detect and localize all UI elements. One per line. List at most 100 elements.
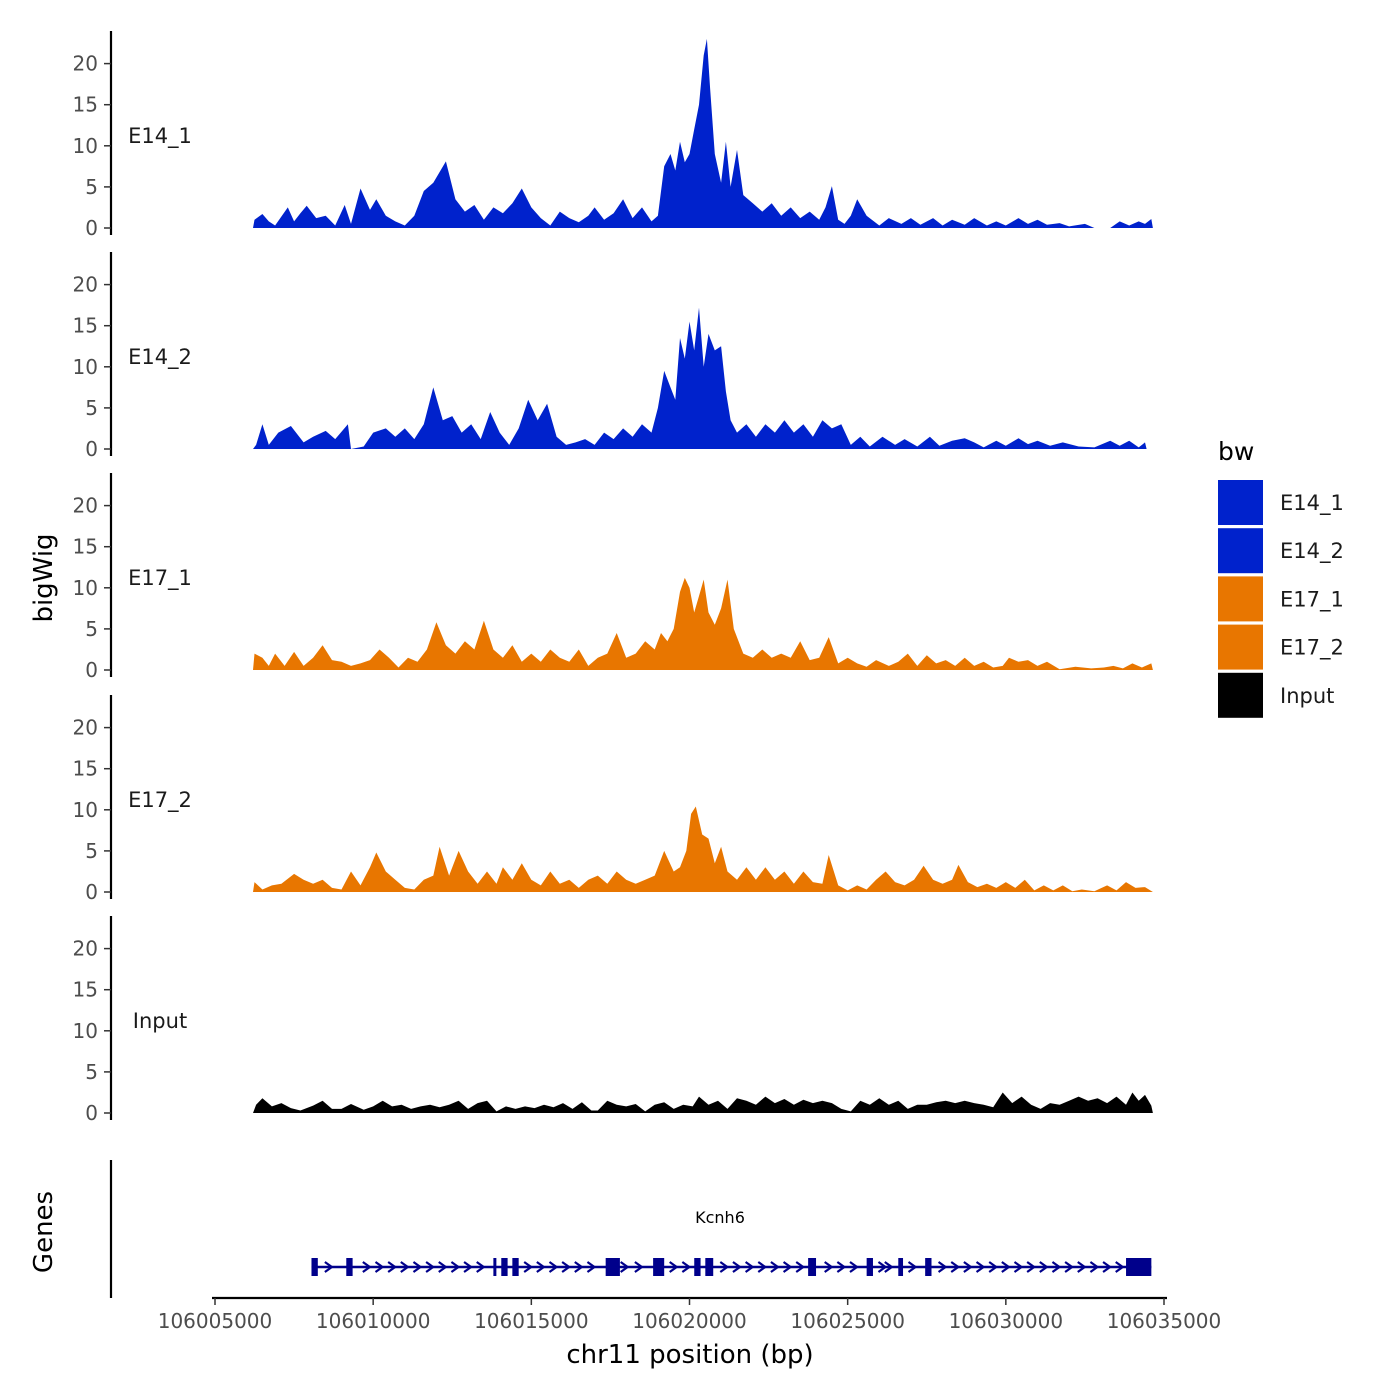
gene-strand-arrow	[536, 1261, 546, 1273]
gene-strand-arrow	[988, 1261, 999, 1273]
gene-exon	[705, 1258, 714, 1276]
legend-title: bw	[1218, 437, 1254, 466]
x-tick-label: 106020000	[632, 1309, 747, 1333]
gene-exon	[311, 1258, 318, 1276]
y-tick-label: 0	[85, 880, 98, 904]
y-tick-label: 5	[85, 617, 98, 641]
gene-strand-arrow	[362, 1261, 372, 1273]
y-tick-label: 20	[73, 937, 98, 961]
legend-label: E14_2	[1280, 539, 1344, 564]
gene-strand-arrow	[387, 1261, 398, 1273]
legend-label: Input	[1280, 684, 1334, 708]
gene-strand-arrow	[963, 1261, 973, 1273]
legend-swatch	[1218, 576, 1263, 622]
gene-exon	[866, 1258, 873, 1276]
y-tick-label: 5	[85, 839, 98, 863]
y-tick-label: 0	[85, 437, 98, 461]
track-label: E17_2	[128, 788, 192, 813]
gene-exon	[694, 1258, 701, 1276]
gene-exon	[1126, 1258, 1152, 1276]
x-axis-title: chr11 position (bp)	[566, 1340, 813, 1370]
legend: bw E14_1 E14_2 E17_1 E17_2 Input	[1218, 437, 1344, 718]
gene-exon	[808, 1258, 817, 1276]
gene-strand-arrow	[523, 1261, 534, 1273]
coverage-area	[253, 577, 1153, 670]
gene-strand-arrow	[732, 1261, 742, 1273]
y-tick-label: 0	[85, 216, 98, 240]
gene-strand-arrow	[400, 1261, 410, 1273]
gene-exon	[346, 1258, 353, 1276]
gene-strand-arrow	[324, 1261, 334, 1273]
gene-strand-arrow	[744, 1261, 755, 1273]
y-tick-label: 20	[73, 52, 98, 76]
x-tick-label: 106030000	[949, 1309, 1064, 1333]
gene-strand-arrow	[824, 1261, 834, 1273]
legend-label: E17_2	[1280, 636, 1344, 661]
gene-strand-arrow	[438, 1261, 448, 1273]
legend-swatch	[1218, 672, 1263, 718]
legend-swatch	[1218, 624, 1263, 670]
gene-exon	[512, 1258, 519, 1276]
gene-strand-arrow	[1064, 1261, 1074, 1273]
y-tick-label: 20	[73, 716, 98, 740]
track-panel-e14-2: 0 5 10 15 20 E14_2	[73, 252, 1147, 461]
gene-strand-arrow	[548, 1261, 559, 1273]
gene-exon	[898, 1258, 904, 1276]
gene-exon	[925, 1258, 932, 1276]
gene-strand-arrow	[1001, 1261, 1011, 1273]
gene-strand-arrow	[770, 1261, 780, 1273]
gene-strand-arrow	[620, 1261, 630, 1273]
legend-swatch	[1218, 528, 1263, 574]
gene-strand-arrow	[463, 1261, 473, 1273]
x-tick-label: 106035000	[1107, 1309, 1222, 1333]
gene-strand-arrow	[1026, 1261, 1037, 1273]
gene-strand-arrow	[476, 1261, 486, 1273]
y-tick-label: 10	[73, 1019, 98, 1043]
gene-exon	[605, 1258, 620, 1276]
track-label: E17_1	[128, 566, 192, 591]
gene-name-label: Kcnh6	[695, 1208, 745, 1227]
coverage-area	[253, 307, 1147, 449]
legend-label: E14_1	[1280, 491, 1344, 516]
coverage-area	[253, 1092, 1153, 1113]
track-panel-e14-1: 0 5 10 15 20 E14_1	[73, 31, 1153, 240]
y-tick-label: 0	[85, 1101, 98, 1125]
track-label: Input	[133, 1009, 187, 1033]
gene-strand-arrow	[1102, 1261, 1112, 1273]
x-tick-label: 106015000	[474, 1309, 589, 1333]
gene-strand-arrow	[374, 1261, 385, 1273]
y-tick-label: 15	[73, 978, 98, 1002]
gene-strand-arrow	[425, 1261, 435, 1273]
gene-strand-arrow	[782, 1261, 793, 1273]
gene-strand-arrow	[877, 1261, 888, 1273]
gene-strand-arrow	[634, 1261, 644, 1273]
gene-strand-arrow	[669, 1261, 679, 1273]
y-tick-label: 15	[73, 93, 98, 117]
track-panels: 05101520E14_105101520E14_205101520E17_10…	[73, 31, 1153, 1125]
track-label: E14_1	[128, 124, 192, 149]
track-panel-e17-1: 0 5 10 15 20 E17_1	[73, 473, 1153, 682]
x-tick-label: 106005000	[158, 1309, 273, 1333]
gene-strand-arrow	[975, 1261, 986, 1273]
gene-strand-arrow	[681, 1261, 692, 1273]
legend-label: E17_1	[1280, 587, 1344, 612]
gene-strand-arrow	[561, 1261, 572, 1273]
gene-strand-arrow	[884, 1261, 894, 1273]
gene-track: Kcnh6	[109, 1160, 1152, 1298]
gene-track-title: Genes	[29, 1191, 59, 1273]
gene-strand-arrow	[719, 1261, 730, 1273]
gene-strand-arrow	[937, 1261, 948, 1273]
gene-strand-arrow	[450, 1261, 461, 1273]
gene-strand-arrow	[1089, 1261, 1100, 1273]
gene-exon	[501, 1258, 508, 1276]
y-tick-label: 5	[85, 396, 98, 420]
y-tick-label: 10	[73, 798, 98, 822]
y-tick-label: 20	[73, 273, 98, 297]
gene-strand-arrow	[757, 1261, 768, 1273]
gene-strand-arrow	[907, 1261, 918, 1273]
gene-strand-arrow	[412, 1261, 423, 1273]
y-tick-label: 10	[73, 576, 98, 600]
gene-strand-arrow	[795, 1261, 806, 1273]
x-tick-label: 106010000	[316, 1309, 431, 1333]
